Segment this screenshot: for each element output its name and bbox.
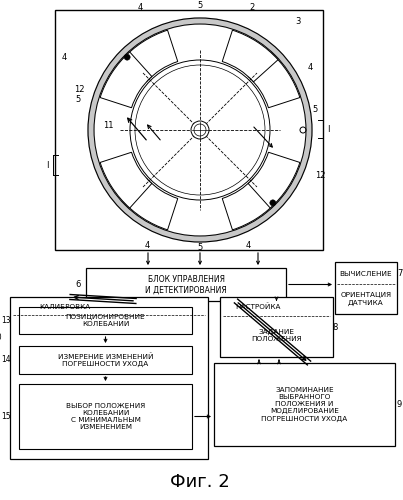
Text: 5: 5 <box>312 106 318 114</box>
Bar <box>10 297 208 459</box>
Text: БЛОК УПРАВЛЕНИЯ
И ДЕТЕКТИРОВАНИЯ: БЛОК УПРАВЛЕНИЯ И ДЕТЕКТИРОВАНИЯ <box>145 275 227 294</box>
Bar <box>19 346 192 374</box>
Wedge shape <box>100 152 152 208</box>
Text: 4: 4 <box>61 54 66 62</box>
Text: 15: 15 <box>1 412 11 421</box>
Text: 3: 3 <box>295 18 301 26</box>
Text: 4: 4 <box>137 2 143 12</box>
Text: 5: 5 <box>197 244 203 252</box>
Text: ОРИЕНТАЦИЯ
ДАТЧИКА: ОРИЕНТАЦИЯ ДАТЧИКА <box>341 292 392 306</box>
Wedge shape <box>248 152 300 208</box>
Text: ВЫБОР ПОЛОЖЕНИЯ
КОЛЕБАНИЙ
С МИНИМАЛЬНЫМ
ИЗМЕНЕНИЕМ: ВЫБОР ПОЛОЖЕНИЯ КОЛЕБАНИЙ С МИНИМАЛЬНЫМ … <box>66 402 145 430</box>
Text: КАЛИБРОВКА: КАЛИБРОВКА <box>39 304 91 310</box>
Wedge shape <box>122 178 178 230</box>
Circle shape <box>124 54 130 60</box>
Text: 14: 14 <box>1 356 11 364</box>
Circle shape <box>270 200 276 206</box>
Text: ЗАПОМИНАНИЕ
ВЫБРАННОГО
ПОЛОЖЕНИЯ И
МОДЕЛИРОВАНИЕ
ПОГРЕШНОСТИ УХОДА: ЗАПОМИНАНИЕ ВЫБРАННОГО ПОЛОЖЕНИЯ И МОДЕЛ… <box>262 388 348 422</box>
Wedge shape <box>222 178 278 230</box>
Text: I: I <box>327 124 329 134</box>
Bar <box>19 307 192 334</box>
Wedge shape <box>122 30 178 82</box>
Bar <box>19 384 192 449</box>
Text: 9: 9 <box>397 400 402 409</box>
Text: ВЫЧИСЛЕНИЕ: ВЫЧИСЛЕНИЕ <box>340 271 392 277</box>
Bar <box>220 297 333 357</box>
Bar <box>335 262 397 314</box>
Text: 6: 6 <box>75 280 81 289</box>
Wedge shape <box>248 52 300 108</box>
Text: ЗАДАНИЕ
ПОЛОЖЕНИЯ: ЗАДАНИЕ ПОЛОЖЕНИЯ <box>251 328 302 342</box>
Text: ИЗМЕРЕНИЕ ИЗМЕНЕНИЙ
ПОГРЕШНОСТИ УХОДА: ИЗМЕРЕНИЕ ИЗМЕНЕНИЙ ПОГРЕШНОСТИ УХОДА <box>58 353 153 367</box>
Text: 11: 11 <box>103 120 113 130</box>
Text: 5: 5 <box>75 96 81 104</box>
Bar <box>86 268 286 301</box>
Text: I: I <box>46 160 48 170</box>
Text: Фиг. 2: Фиг. 2 <box>170 473 230 491</box>
Text: 12: 12 <box>74 86 84 94</box>
Bar <box>55 10 323 250</box>
Text: 8: 8 <box>332 322 338 332</box>
Bar <box>214 363 395 446</box>
Wedge shape <box>222 30 278 82</box>
Text: 10: 10 <box>0 332 2 342</box>
Text: НАСТРОЙКА: НАСТРОЙКА <box>235 304 281 310</box>
Text: 4: 4 <box>144 240 150 250</box>
Wedge shape <box>100 52 152 108</box>
Text: 4: 4 <box>307 64 313 72</box>
Text: 13: 13 <box>1 316 11 325</box>
Text: 4: 4 <box>245 240 251 250</box>
Text: 2: 2 <box>249 2 255 12</box>
Text: 5: 5 <box>197 0 203 10</box>
Text: 12: 12 <box>315 170 325 179</box>
Text: 7: 7 <box>397 270 403 278</box>
Circle shape <box>130 60 270 200</box>
Text: ПОЗИЦИОНИРОВНИЕ
КОЛЕБАНИЙ: ПОЗИЦИОНИРОВНИЕ КОЛЕБАНИЙ <box>66 314 145 328</box>
Circle shape <box>191 121 209 139</box>
